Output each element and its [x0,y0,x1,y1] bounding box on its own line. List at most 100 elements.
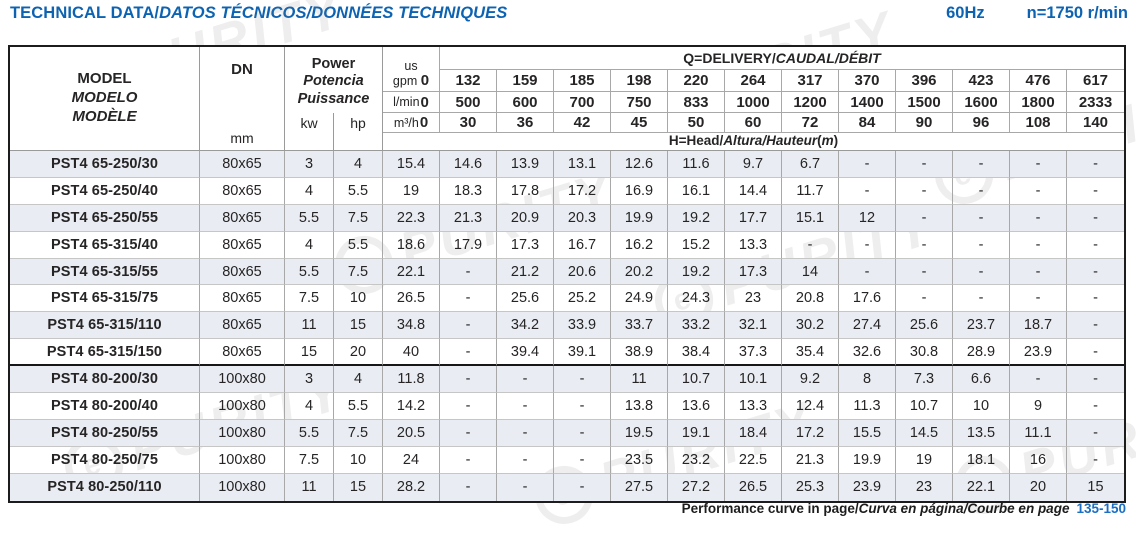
unit-zero-cell: l/min 0 [383,92,440,113]
model-cell: PST4 80-200/30 [10,366,200,394]
head-value-cell: 18.3 [440,177,497,205]
head-value-cell: - [896,177,953,205]
head-value-cell: 16 [1010,446,1067,474]
head-value-cell: 13.3 [725,393,782,420]
zero-value: 0 [420,93,429,111]
head-value-cell: 17.9 [440,231,497,259]
head-value-cell: 11.1 [1010,419,1067,447]
table-row: PST4 80-200/40 100x80 4 5.5 14.2- - -13.8 13.6 1… [10,393,1124,420]
unit-zero-cell: m³/h 0 [383,113,440,133]
head-value-cell: 8 [839,366,896,394]
head-value-cell: 13.1 [554,151,611,178]
kw-cell: 15 [285,339,334,367]
head-value-cell: 14.2 [383,393,440,420]
head-value-cell: 38.4 [668,339,725,367]
model-cell: PST4 80-200/40 [10,393,200,420]
head-value-cell: 28.9 [953,339,1010,367]
head-value-cell: 11.7 [782,177,839,205]
delivery-header-value: 30 [440,113,497,133]
kw-cell: 7.5 [285,446,334,474]
head-value-cell: - [1067,447,1124,474]
kw-cell: 4 [285,231,334,259]
head-value-cell: 17.3 [497,231,554,259]
head-value-cell: 10.1 [725,366,782,394]
model-cell: PST4 80-250/55 [10,419,200,447]
footer-text-translations: Curva en página/Courbe en page [858,501,1070,516]
head-value-cell: 18.4 [725,419,782,447]
head-value-cell: - [1067,151,1124,178]
delivery-header-value: 36 [497,113,554,133]
head-value-cell: - [440,339,497,367]
hp-cell: 7.5 [334,204,383,232]
delivery-header-value: 198 [611,70,668,92]
gpm-unit-top: us [404,59,418,74]
dn-unit-label: mm [230,130,254,146]
kw-cell: 7.5 [285,285,334,313]
head-value-cell: 14 [782,258,839,286]
head-value-cell: 38.9 [611,339,668,367]
model-cell: PST4 65-315/75 [10,285,200,313]
kw-cell: 3 [285,366,334,394]
head-value-cell: - [839,151,896,178]
head-value-cell: - [440,312,497,340]
head-value-cell: 20.5 [383,419,440,447]
head-value-cell: 22.1 [953,473,1010,501]
kw-cell: 5.5 [285,204,334,232]
head-value-cell: 22.3 [383,204,440,232]
head-value-cell: 17.3 [725,258,782,286]
head-value-cell: 19 [896,446,953,474]
model-cell: PST4 65-315/110 [10,312,200,340]
head-value-cell: 17.2 [782,419,839,447]
speed-value: n=1750 r/min [1026,4,1128,22]
model-label-en: MODEL [77,70,132,88]
head-value-cell: 15.2 [668,231,725,259]
head-value-cell: 19.2 [668,204,725,232]
gpm-zero-value: 0 [420,72,430,90]
head-value-cell: - [1067,312,1124,340]
delivery-header-value: 370 [839,70,896,92]
head-value-cell: 21.2 [497,258,554,286]
head-value-cell: 30.8 [896,339,953,367]
head-value-cell: 10.7 [896,393,953,420]
table-row: PST4 65-250/40 80x65 4 5.5 19 18.3 17.8 17.2 16.… [10,177,1124,205]
delivery-header-value: 90 [896,113,953,133]
head-value-cell: 16.1 [668,177,725,205]
head-value-cell: 35.4 [782,339,839,367]
head-value-cell: 11.3 [839,393,896,420]
head-value-cell: 33.2 [668,312,725,340]
table-row: PST4 80-200/30 100x80 3 4 11.8- - -11 10.7 10.1 9… [10,366,1124,394]
head-value-cell: 33.7 [611,312,668,340]
table-row: PST4 65-250/55 80x65 5.5 7.5 22.3 21.3 20.9 20.… [10,204,1124,232]
head-label-translations: Altura/Hauteur [723,133,818,148]
head-value-cell: 13.9 [497,151,554,178]
delivery-header-value: 96 [953,113,1010,133]
head-value-cell: 19.5 [611,419,668,447]
table-row: PST4 80-250/55 100x80 5.5 7.5 20.5- - -19.5 19.… [10,419,1124,447]
dn-cell: 100x80 [200,473,285,501]
head-value-cell: 20.3 [554,204,611,232]
head-value-cell: - [896,231,953,259]
dn-column-header: DN mm [200,47,285,150]
delivery-header-value: 42 [554,113,611,133]
head-value-cell: - [953,204,1010,232]
head-value-cell: 25.6 [497,285,554,313]
head-value-cell: - [497,446,554,474]
kw-cell: 4 [285,393,334,420]
head-value-cell: 27.4 [839,312,896,340]
head-value-cell: 16.9 [611,177,668,205]
delivery-header-value: 159 [497,70,554,92]
hp-cell: 20 [334,339,383,367]
head-value-cell: 18.6 [383,231,440,259]
page-title: TECHNICAL DATA/DATOS TÉCNICOS/DONNÉES TE… [10,4,507,23]
head-value-cell: 17.8 [497,177,554,205]
head-value-cell: 12.4 [782,393,839,420]
head-value-cell: - [1010,177,1067,205]
delivery-header-value: 600 [497,92,554,113]
head-value-cell: - [1067,232,1124,259]
head-value-cell: 23.5 [611,446,668,474]
hp-cell: 5.5 [334,177,383,205]
delivery-title-en: Q=DELIVERY/ [683,50,776,66]
dn-cell: 80x65 [200,231,285,259]
head-value-cell: 25.2 [554,285,611,313]
head-value-cell: 34.2 [497,312,554,340]
